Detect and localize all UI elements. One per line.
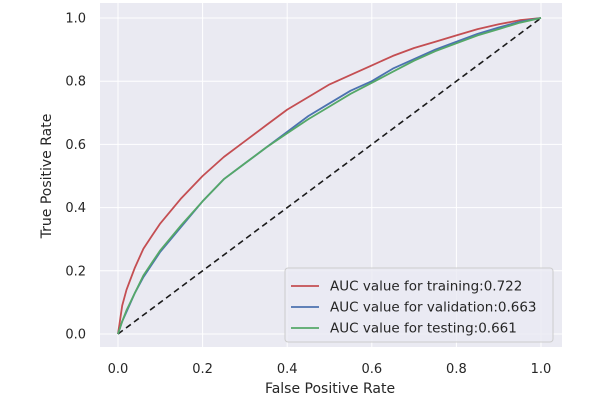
x-tick-label: 1.0 <box>531 362 552 377</box>
y-tick-label: 0.2 <box>65 264 86 279</box>
y-tick-label: 0.8 <box>65 75 86 90</box>
y-axis-title: True Positive Rate <box>39 114 55 240</box>
legend-entries: AUC value for training:0.722 AUC value fo… <box>291 279 537 337</box>
chance-line <box>117 17 542 335</box>
legend-label: AUC value for training:0.722 <box>330 279 522 295</box>
legend-box <box>284 267 554 343</box>
y-tick-label: 0.6 <box>65 138 86 153</box>
y-tick-label: 1.0 <box>65 12 86 27</box>
y-axis-ticks: 0.0 0.2 0.4 0.6 0.8 1.0 <box>65 12 86 343</box>
y-tick-label: 0.4 <box>65 201 86 216</box>
x-tick-label: 0.8 <box>446 362 467 377</box>
x-tick-label: 0.0 <box>108 362 129 377</box>
series-line-0 <box>117 17 542 335</box>
reference-diagonal-line <box>117 17 542 335</box>
x-axis-ticks: 0.0 0.2 0.4 0.6 0.8 1.0 <box>108 362 552 377</box>
x-tick-label: 0.4 <box>277 362 298 377</box>
legend: AUC value for training:0.722 AUC value fo… <box>284 267 554 343</box>
y-tick-label: 0.0 <box>65 328 86 343</box>
legend-label: AUC value for testing:0.661 <box>330 321 517 337</box>
x-axis-title: False Positive Rate <box>265 381 395 397</box>
x-tick-label: 0.2 <box>192 362 213 377</box>
series-lines <box>117 17 542 335</box>
series-line-2 <box>117 17 542 335</box>
x-tick-label: 0.6 <box>361 362 382 377</box>
legend-label: AUC value for validation:0.663 <box>330 300 537 316</box>
